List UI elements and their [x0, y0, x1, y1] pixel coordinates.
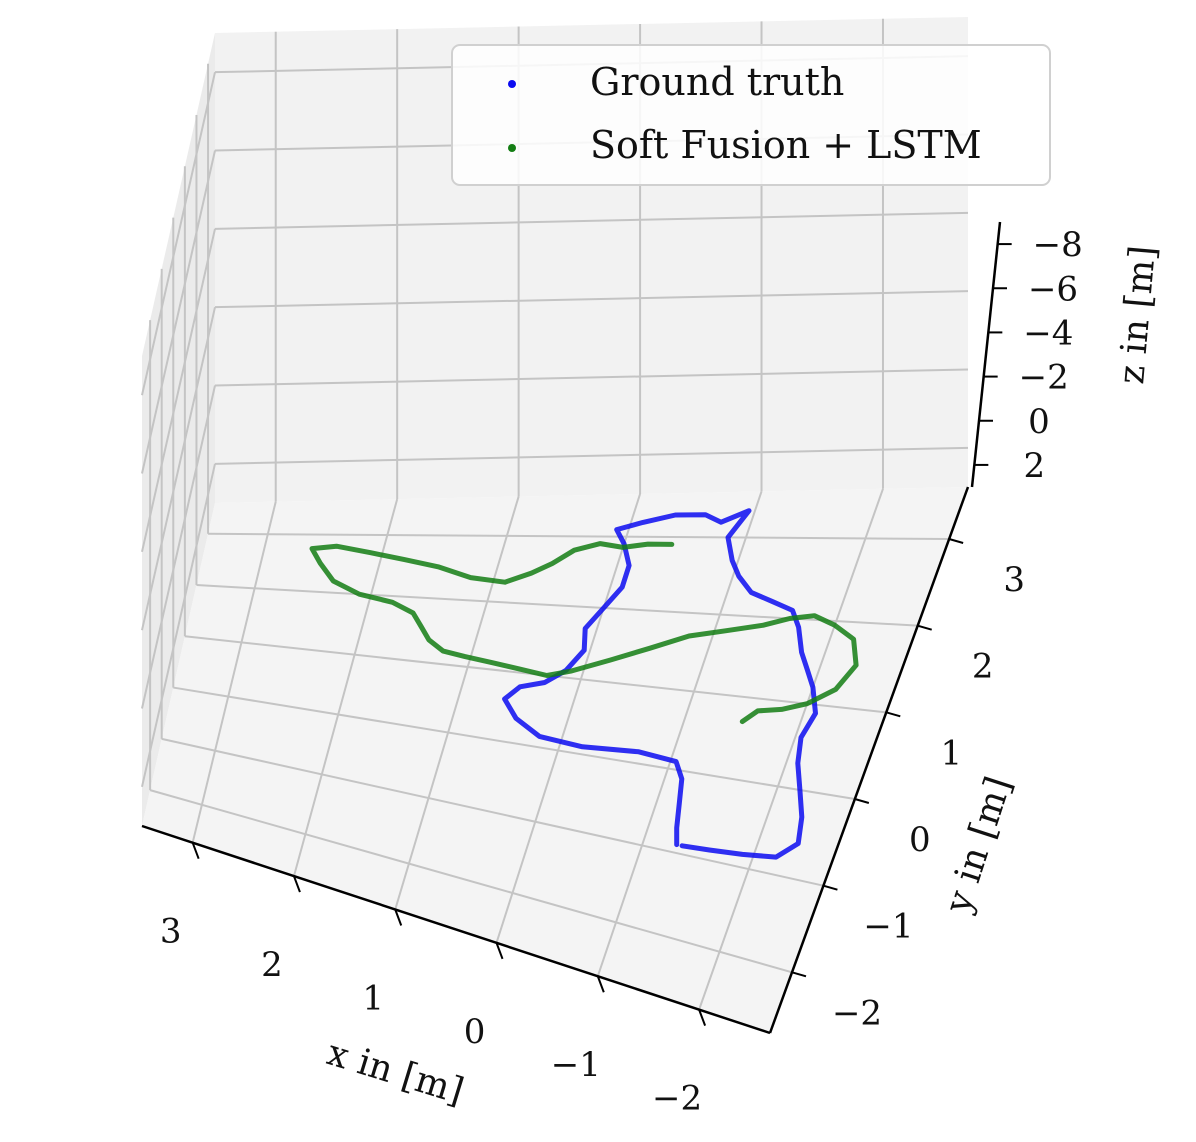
- y-tick-mark: [948, 538, 964, 544]
- y-tick-mark: [917, 624, 932, 631]
- legend-marker-soft-fusion: [508, 144, 516, 152]
- x-tick-mark: [698, 1009, 707, 1026]
- y-tick-mark: [791, 971, 807, 978]
- x-tick-label: 0: [464, 1012, 486, 1052]
- x-tick-mark: [495, 942, 504, 960]
- x-tick-label: −2: [652, 1079, 702, 1119]
- x-axis-label: x in [m]: [322, 1032, 468, 1112]
- gridline-z-left: [141, 71, 216, 396]
- z-tick-label: 0: [1028, 402, 1050, 442]
- z-tick-label: −2: [1019, 358, 1069, 398]
- y-tick-label: −1: [863, 907, 913, 947]
- gridline-z-back: [214, 290, 969, 309]
- gridline-z-back: [214, 211, 969, 230]
- gridline-y: [208, 532, 950, 540]
- z-tick-label: −8: [1033, 225, 1083, 265]
- y-tick-label: −2: [832, 993, 882, 1033]
- gridline-x: [191, 501, 277, 843]
- x-axis-line: [141, 824, 771, 1035]
- y-tick-mark: [854, 798, 870, 804]
- y-tick-labels: −2 −1 0 1 2 3: [832, 560, 1025, 1033]
- z-tick-labels: −8−6−4 −202: [1019, 225, 1083, 486]
- x-tick-mark: [191, 842, 200, 860]
- x-tick-label: −1: [551, 1045, 601, 1085]
- gridline-x: [596, 491, 763, 977]
- x-tick-label: 2: [261, 945, 283, 985]
- x-tick-labels: 3 2 1 0 −1 −2: [160, 912, 702, 1119]
- y-tick-mark: [823, 884, 838, 891]
- z-axis-label: z in [m]: [1111, 244, 1164, 386]
- series-group: [309, 508, 859, 860]
- x-tick-mark: [292, 875, 301, 893]
- z-tick-label: −4: [1023, 313, 1073, 353]
- y-tick-label: 2: [972, 647, 994, 687]
- legend-label-soft-fusion: Soft Fusion + LSTM: [590, 123, 982, 167]
- legend-marker-ground-truth: [508, 80, 516, 88]
- gridline-z-left: [141, 150, 216, 474]
- gridline-x: [394, 496, 520, 910]
- y-tick-label: 1: [940, 733, 962, 773]
- gridline-z-back: [214, 446, 969, 465]
- z-tick-label: −6: [1028, 269, 1078, 309]
- series-ground-truth: [502, 508, 818, 860]
- y-tick-mark: [886, 711, 901, 718]
- z-axis-line: [970, 221, 1002, 488]
- gridline-x: [292, 498, 399, 877]
- z-tick-label: 2: [1024, 446, 1046, 486]
- y-tick-label: 3: [1003, 560, 1025, 600]
- gridline-x: [495, 493, 642, 944]
- legend-box: [451, 44, 1051, 186]
- gridline-y: [173, 686, 856, 800]
- gridline-z-left: [141, 306, 216, 631]
- y-axis-line: [768, 486, 970, 1034]
- gridline-x: [698, 488, 884, 1010]
- gridline-y: [149, 789, 793, 974]
- axes: [141, 221, 1012, 1035]
- gridline-z-left: [141, 463, 216, 788]
- legend: Ground truth Soft Fusion + LSTM: [451, 44, 1051, 186]
- legend-label-ground-truth: Ground truth: [590, 60, 844, 104]
- x-tick-label: 1: [362, 978, 384, 1018]
- gridline-y: [161, 737, 824, 887]
- gridline-z-left: [141, 228, 216, 553]
- gridline-z-back: [214, 368, 969, 387]
- series-soft-fusion-lstm: [309, 541, 859, 725]
- x-tick-label: 3: [160, 912, 182, 952]
- y-tick-label: 0: [909, 820, 931, 860]
- x-tick-mark: [394, 909, 403, 926]
- x-tick-mark: [596, 975, 605, 993]
- gridline-z-left: [141, 385, 216, 709]
- y-axis-label: y in [m]: [937, 772, 1020, 919]
